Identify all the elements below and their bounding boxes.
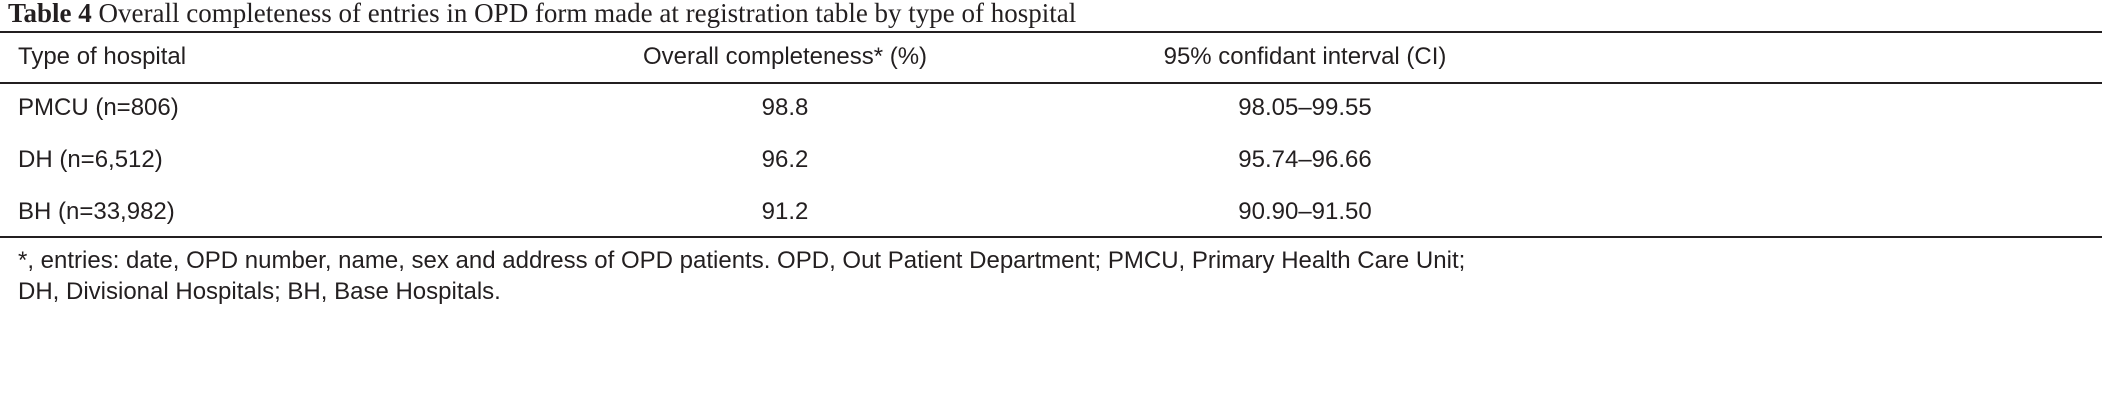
table-cell: 90.90–91.50 (1238, 198, 1372, 225)
header-rule (0, 82, 2102, 84)
bottom-rule (0, 236, 2102, 238)
table-label: Table 4 (8, 0, 92, 28)
column-header: Overall completeness* (%) (642, 43, 928, 70)
column-header: Type of hospital (18, 43, 187, 70)
footnote-line: *, entries: date, OPD number, name, sex … (18, 247, 1466, 274)
table-cell: 96.2 (761, 146, 809, 173)
table-cell: 98.05–99.55 (1238, 94, 1372, 121)
table-caption: Table 4 Overall completeness of entries … (8, 0, 1076, 28)
table-cell: 95.74–96.66 (1238, 146, 1372, 173)
table-cell: 98.8 (761, 94, 809, 121)
table-title: Overall completeness of entries in OPD f… (98, 0, 1077, 28)
table-cell: BH (n=33,982) (18, 198, 175, 225)
footnote-line: DH, Divisional Hospitals; BH, Base Hospi… (18, 278, 501, 305)
table-cell: 91.2 (761, 198, 809, 225)
column-header: 95% confidant interval (CI) (1163, 43, 1447, 70)
top-rule (0, 31, 2102, 33)
table-cell: PMCU (n=806) (18, 94, 179, 121)
table-cell: DH (n=6,512) (18, 146, 163, 173)
